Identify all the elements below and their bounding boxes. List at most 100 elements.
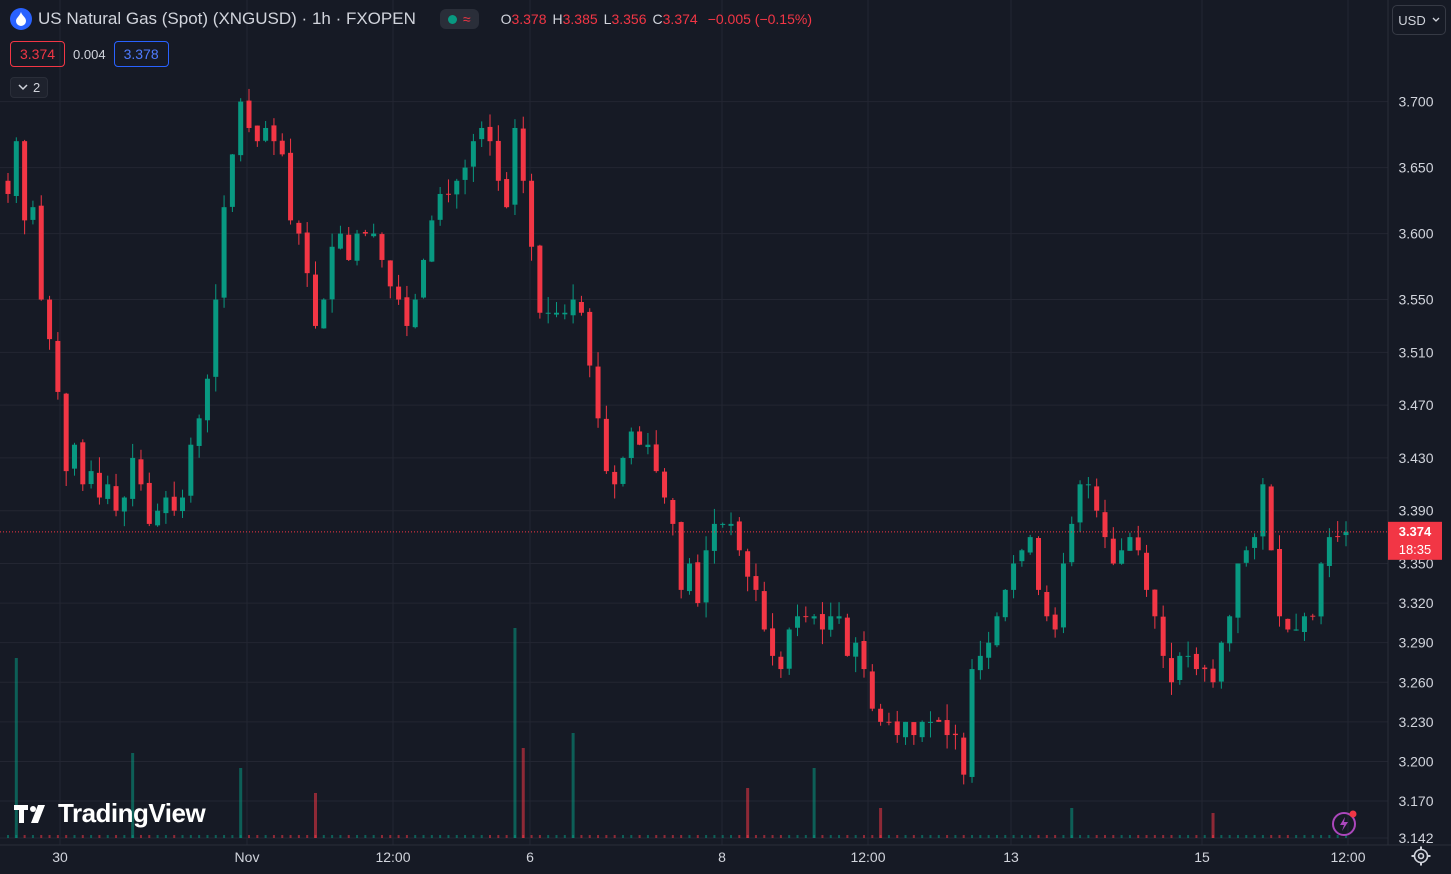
settings-gear-icon[interactable] (1410, 845, 1432, 867)
volume-bar (721, 835, 724, 838)
sell-price-button[interactable]: 3.374 (10, 41, 66, 67)
tradingview-logo[interactable]: TradingView (14, 798, 206, 829)
volume-bar (131, 753, 135, 838)
candle (778, 651, 784, 678)
candle (171, 481, 177, 516)
volume-bar (887, 835, 890, 838)
volume-bar (7, 835, 9, 838)
candle-body (296, 222, 302, 234)
market-status[interactable]: ≈ (439, 9, 479, 29)
volume-bar (81, 835, 84, 838)
candle-body (1227, 616, 1233, 644)
candle (22, 139, 28, 235)
volume-bar (1103, 835, 1106, 838)
volume-bar (1286, 835, 1289, 838)
volume-bar (98, 835, 101, 838)
candle-body (778, 656, 784, 670)
candle (1252, 533, 1258, 560)
volume-bar (173, 835, 176, 838)
candle (529, 173, 535, 261)
volume-bar (513, 628, 517, 838)
candle-body (770, 628, 776, 656)
price-axis[interactable]: 3.700 3.650 3.600 3.550 3.510 3.470 3.430 3.390… (1387, 0, 1451, 874)
candle (379, 232, 385, 268)
candle (828, 602, 834, 637)
candle (836, 602, 842, 624)
volume-bar (580, 835, 583, 838)
volume-bar (505, 835, 508, 838)
candle (312, 261, 318, 329)
candle (703, 536, 709, 618)
volume-bar (1079, 835, 1082, 838)
volume-bar (688, 835, 691, 838)
volume-bar (530, 835, 533, 838)
open-value: 3.378 (511, 11, 547, 27)
candle (903, 721, 909, 745)
candle-body (1185, 655, 1191, 657)
candle-body (454, 180, 460, 195)
symbol-title[interactable]: US Natural Gas (Spot) (XNGUSD) · 1h · FX… (38, 9, 416, 28)
volume-bar (754, 835, 757, 838)
volume-bar (497, 835, 500, 838)
candle-body (113, 486, 119, 511)
candle-body (911, 722, 917, 736)
volume-bar (1045, 835, 1048, 838)
volume-bar (771, 835, 774, 838)
candle-body (1243, 550, 1249, 563)
candle (795, 604, 801, 637)
candle-body (1177, 655, 1183, 680)
price-tick-label: 3.510 (1398, 344, 1433, 360)
indicators-toggle-button[interactable]: 2 (10, 77, 49, 98)
grid-lines (0, 0, 1388, 845)
candle (1285, 618, 1291, 633)
candle (188, 437, 194, 503)
candle-body (470, 141, 476, 167)
candle-body (512, 127, 518, 205)
volume-bar (937, 835, 940, 838)
volume-bar (1236, 835, 1239, 838)
volume-bar (439, 835, 442, 838)
volume-bar (1253, 835, 1256, 838)
currency-selector[interactable]: USD (1392, 5, 1446, 35)
candle-body (271, 125, 277, 142)
candle-body (30, 207, 36, 220)
volume-bar (1012, 835, 1015, 838)
volume-bar (256, 835, 259, 838)
time-tick-label: 13 (1003, 849, 1019, 865)
candle-body (1160, 616, 1166, 656)
candle-body (603, 418, 609, 472)
time-tick-label: 12:00 (850, 849, 885, 865)
volume-bar (547, 835, 550, 838)
candle-body (1085, 484, 1091, 486)
candle-body (903, 721, 909, 738)
volume-bar (1095, 835, 1098, 838)
volume-bar (862, 835, 865, 838)
candle-body (188, 444, 194, 496)
volume-bar (90, 835, 93, 838)
candle (803, 606, 809, 623)
lightning-icon[interactable] (1330, 808, 1360, 838)
volume-bar (1295, 835, 1298, 838)
candle-body (1002, 589, 1008, 618)
time-axis[interactable]: 30 Nov 12:00 6 8 12:00 13 15 12:00 (0, 844, 1451, 865)
candle (1027, 534, 1033, 555)
volume-bar (347, 835, 350, 838)
candle (180, 489, 186, 518)
candle (695, 554, 701, 607)
candle (977, 640, 983, 680)
time-tick-label: 12:00 (1330, 849, 1365, 865)
candle-body (279, 140, 285, 155)
candle-body (628, 431, 634, 458)
candle (986, 631, 992, 669)
volume-bar (621, 835, 624, 838)
volume-bar (1162, 835, 1165, 838)
buy-price-button[interactable]: 3.378 (113, 41, 169, 67)
candle-body (936, 719, 942, 722)
volume-bar (979, 835, 982, 838)
candle-body (994, 616, 1000, 646)
candle (1260, 478, 1266, 550)
volume-bar (306, 835, 309, 838)
volume-bar (1278, 835, 1281, 838)
candle (421, 258, 427, 299)
